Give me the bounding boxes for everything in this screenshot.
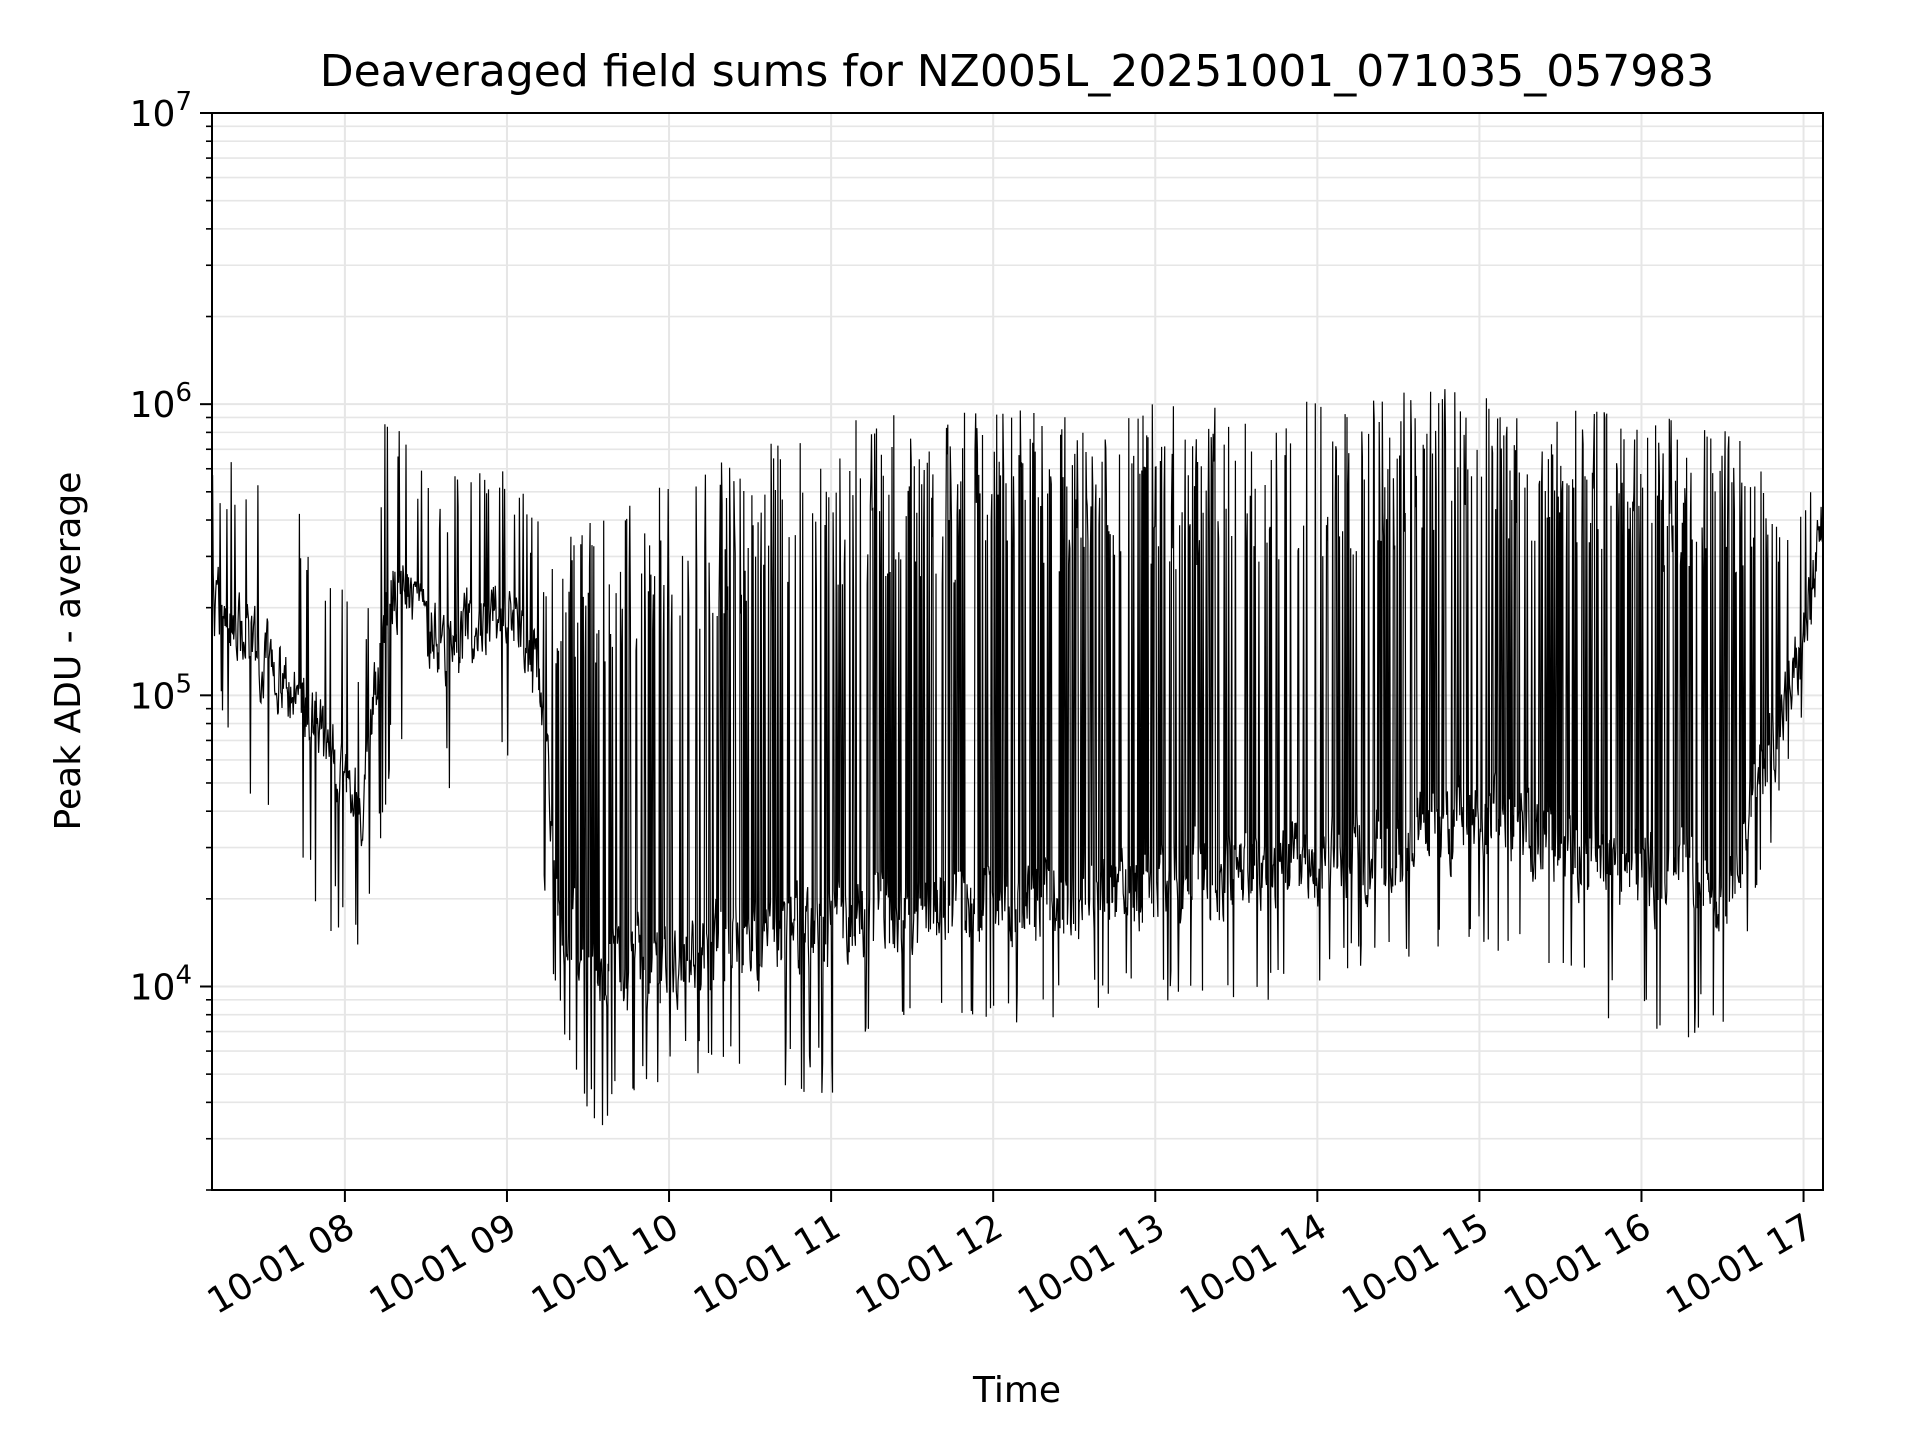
y-axis-label: Peak ADU - average [48,472,89,831]
y-tick-label: 104 [130,960,192,1008]
series-path-peak-adu [211,389,1824,1126]
chart-title: Deaveraged field sums for NZ005L_2025100… [320,46,1714,97]
series-line [211,389,1824,1126]
x-axis-label: Time [972,1370,1061,1411]
y-axis-ticks: 104 105 106 107 [130,87,212,1191]
y-tick-label: 105 [130,669,192,717]
plot-frame [211,112,1824,1191]
y-tick-label: 106 [130,378,192,426]
y-tick-label: 107 [130,87,192,135]
